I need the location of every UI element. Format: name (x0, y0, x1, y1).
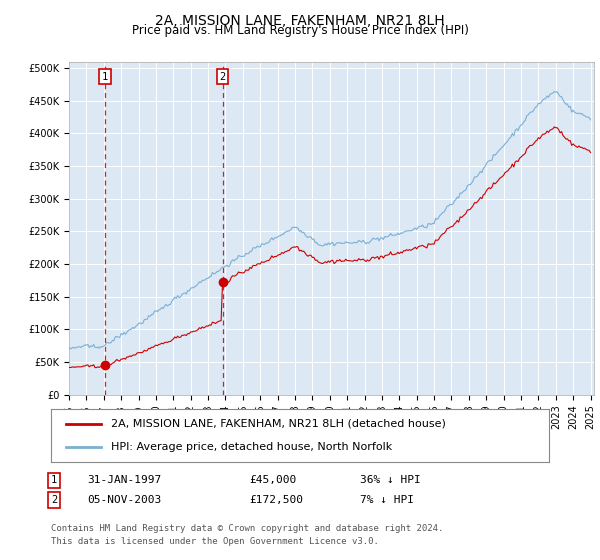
Text: 05-NOV-2003: 05-NOV-2003 (87, 495, 161, 505)
Text: £45,000: £45,000 (249, 475, 296, 486)
Text: 31-JAN-1997: 31-JAN-1997 (87, 475, 161, 486)
Text: 36% ↓ HPI: 36% ↓ HPI (360, 475, 421, 486)
Text: 7% ↓ HPI: 7% ↓ HPI (360, 495, 414, 505)
Text: £172,500: £172,500 (249, 495, 303, 505)
Text: 2A, MISSION LANE, FAKENHAM, NR21 8LH: 2A, MISSION LANE, FAKENHAM, NR21 8LH (155, 14, 445, 28)
Text: 2: 2 (220, 72, 226, 82)
Text: HPI: Average price, detached house, North Norfolk: HPI: Average price, detached house, Nort… (111, 442, 392, 452)
Text: 2A, MISSION LANE, FAKENHAM, NR21 8LH (detached house): 2A, MISSION LANE, FAKENHAM, NR21 8LH (de… (111, 419, 446, 429)
Text: Contains HM Land Registry data © Crown copyright and database right 2024.
This d: Contains HM Land Registry data © Crown c… (51, 524, 443, 545)
Text: 1: 1 (102, 72, 108, 82)
Text: 2: 2 (51, 495, 57, 505)
Text: 1: 1 (51, 475, 57, 486)
Text: Price paid vs. HM Land Registry's House Price Index (HPI): Price paid vs. HM Land Registry's House … (131, 24, 469, 37)
